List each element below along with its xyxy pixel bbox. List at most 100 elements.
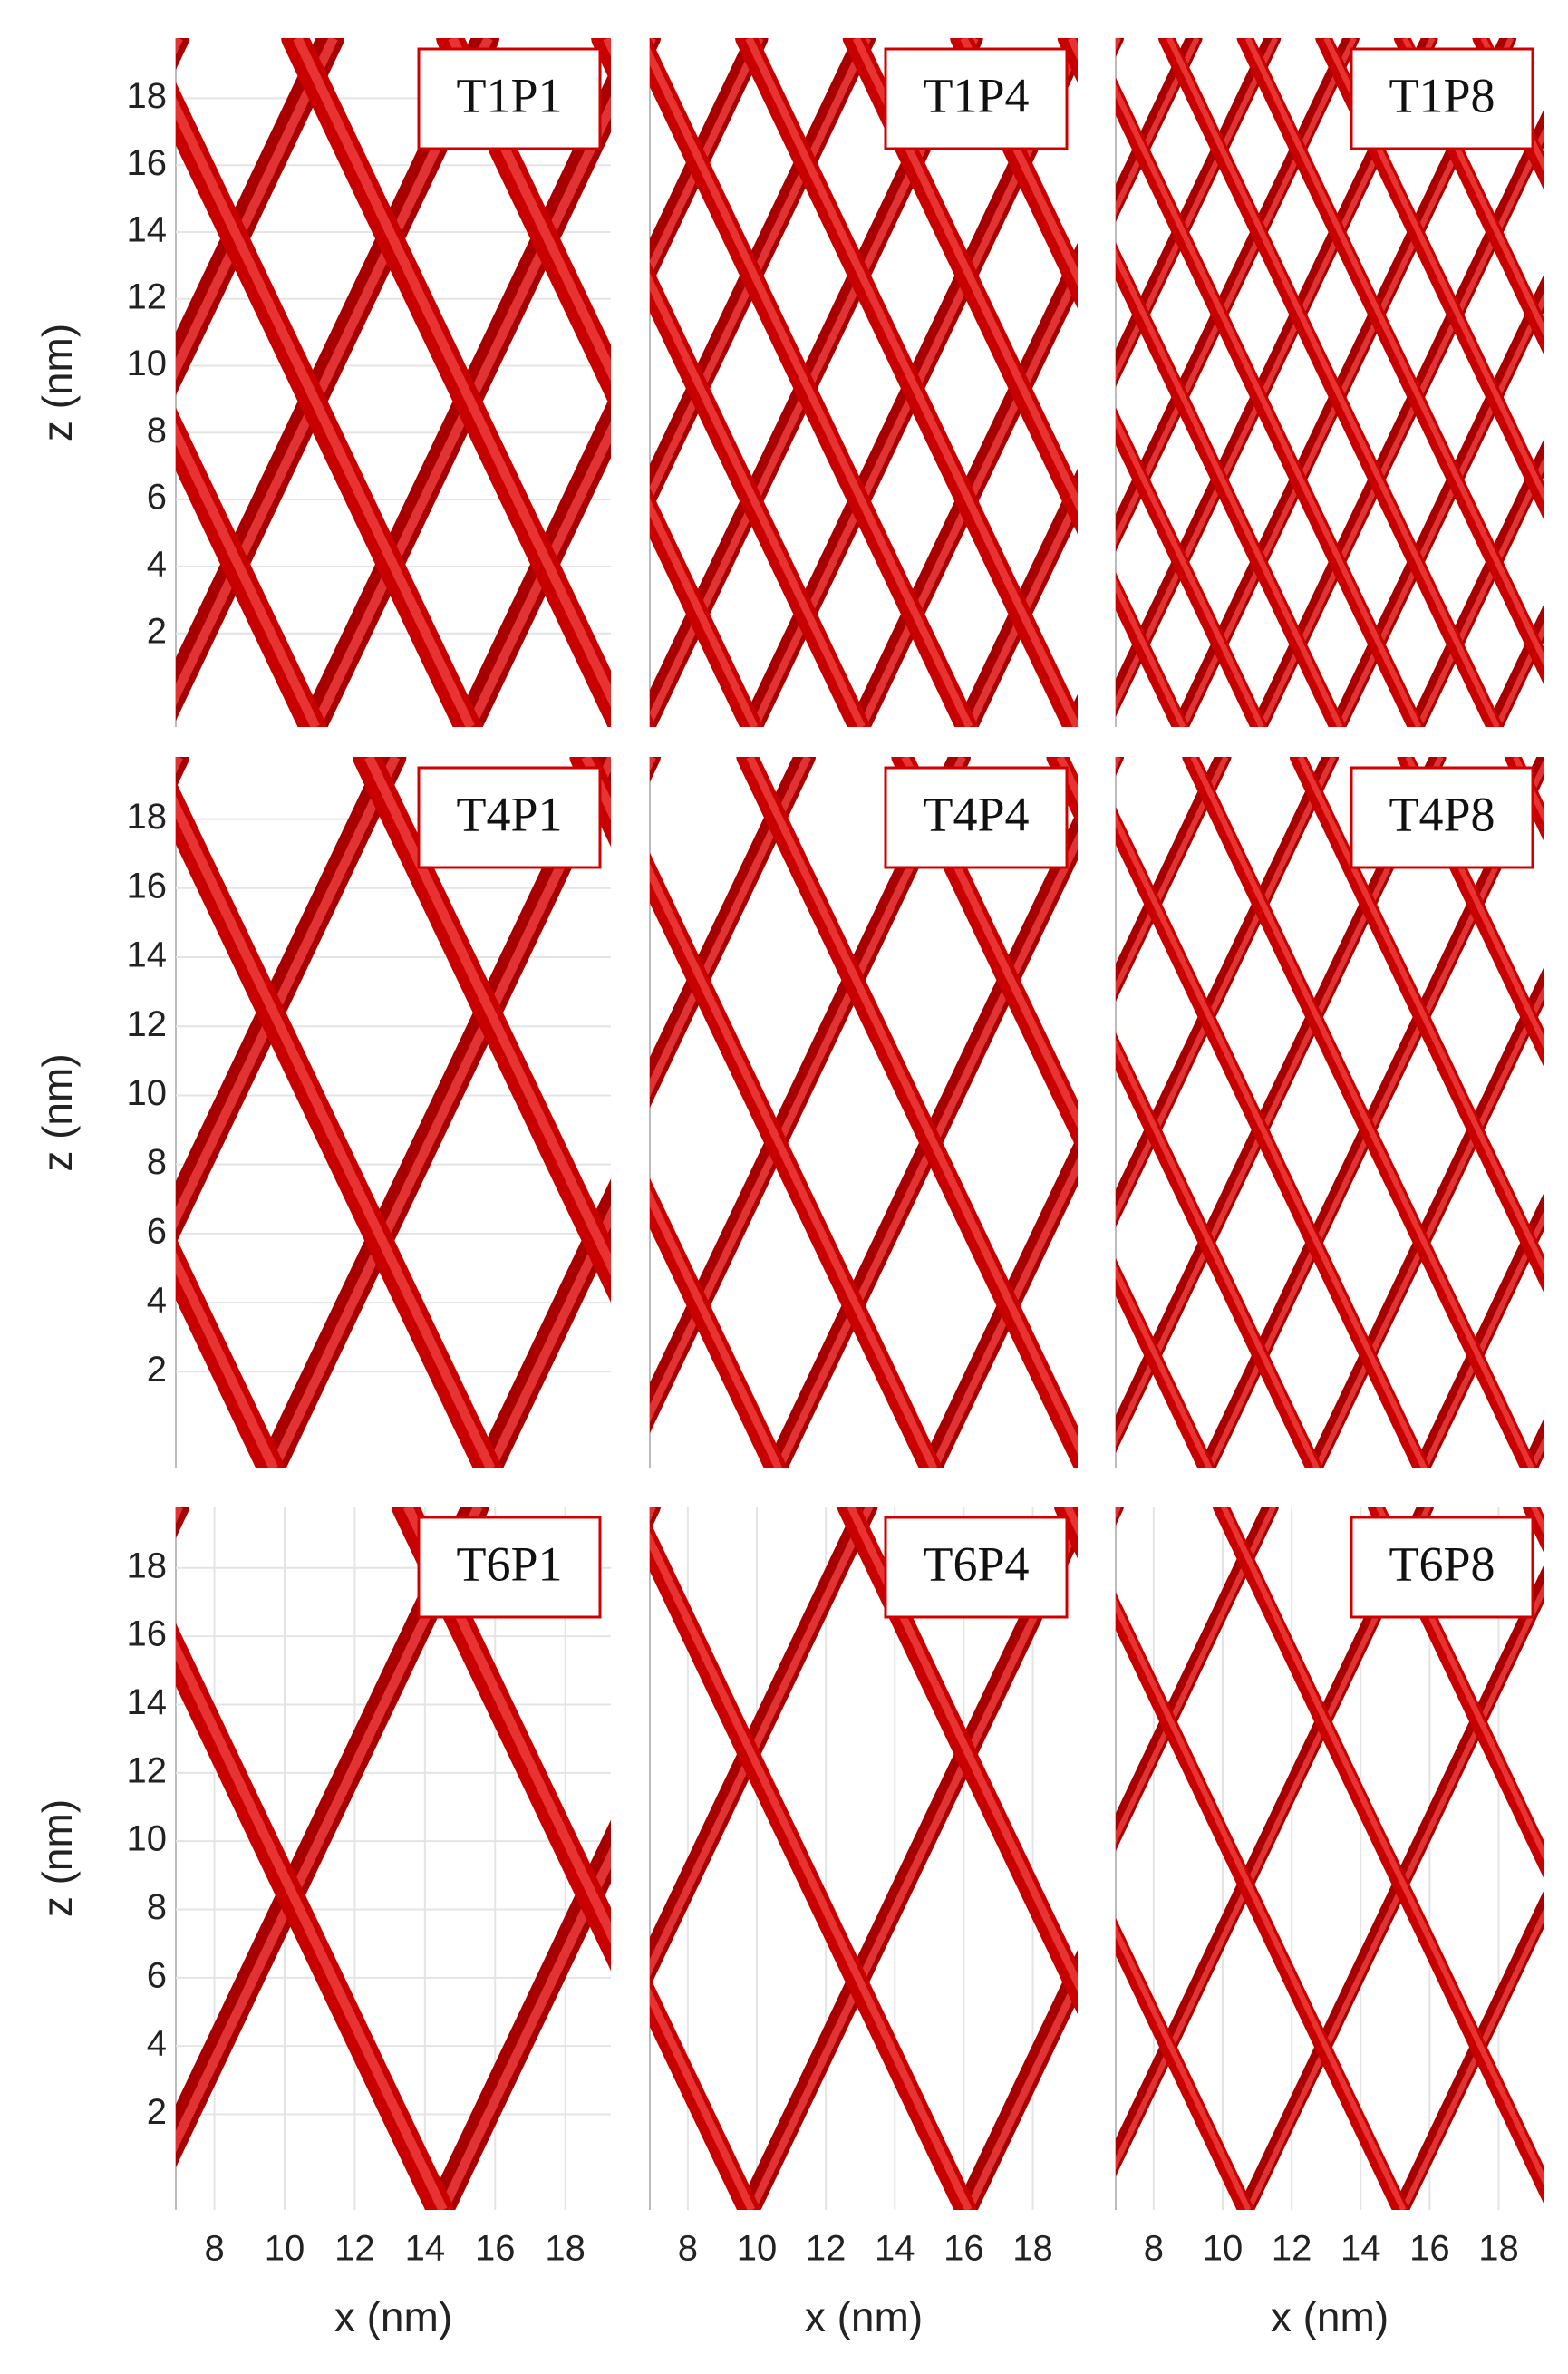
title-box [417,1516,602,1619]
strut-highlight [650,273,866,727]
title-box [417,47,602,150]
strut-highlight [176,422,320,727]
y-tick-label: 8 [147,1142,167,1182]
y-tick-label: 18 [127,76,168,116]
strut-highlight [1116,757,1229,995]
strut-highlight [650,1507,874,1977]
lattice [650,1507,1078,2210]
strut-highlight [1166,38,1500,727]
x-axis-label: x (nm) [805,2293,923,2340]
strut-highlight [269,757,611,1468]
strut [1551,757,1568,1468]
y-tick-label: 16 [127,866,168,906]
strut-highlight [176,38,338,381]
strut-highlight [1402,38,1544,336]
strut-highlight [1116,1507,1431,2170]
strut-highlight [650,1188,782,1468]
strut-highlight [1042,1507,1378,2210]
y-tick-label: 12 [127,1004,168,1044]
panel: 2 4 6 8 10 12 14 16 18 z (nm) T4P1 [34,757,611,1468]
strut-highlight [176,796,496,1468]
strut-highlight [1116,413,1264,727]
x-axis-label: x (nm) [334,2293,452,2340]
panel-title: T4P8 [1389,787,1495,841]
strut-highlight [1116,578,1186,727]
y-axis-label: z (nm) [34,324,81,441]
title-box [884,1516,1069,1619]
strut-highlight [1337,293,1544,727]
strut-highlight [650,38,764,279]
y-tick-label: 14 [127,935,168,975]
lattice [650,757,1568,1468]
x-tick-label: 16 [475,2229,516,2269]
strut-highlight [1116,248,1343,727]
x-tick-label: 8 [678,2229,698,2269]
strut-highlight [1116,1039,1320,1468]
title-box [1350,47,1534,150]
strut-highlight [650,1987,756,2210]
strut-highlight [775,831,1078,1468]
strut-highlight [438,1846,611,2210]
strut-highlight [1116,1924,1252,2210]
x-tick-label: 16 [1409,2229,1450,2269]
strut-highlight [1245,1584,1544,2210]
strut-highlight [1553,757,1568,1468]
panel: 8 10 12 14 16 18 x (nm) T6P8 [1115,1507,1544,2340]
panel: 2 4 6 8 10 12 14 16 18 z (nm) T1P1 [0,38,611,727]
strut-highlight [960,38,1078,286]
y-tick-label: 6 [147,1211,167,1251]
strut-highlight [293,38,611,708]
y-tick-label: 10 [127,344,168,383]
lattice [176,1507,1378,2210]
lattice [1116,1507,1544,2210]
x-tick-label: 18 [1478,2229,1519,2269]
strut-highlight [930,1157,1078,1468]
panel-title: T6P1 [456,1536,562,1591]
strut-highlight [1116,1265,1213,1468]
strut [591,38,611,83]
y-tick-label: 6 [147,1955,167,1995]
strut-highlight [748,1516,1078,2210]
panel: T1P4 [649,38,1078,727]
y-tick-label: 16 [127,1614,168,1654]
x-tick-label: 18 [1012,2229,1053,2269]
x-tick-label: 10 [265,2229,305,2269]
panel-title: T1P1 [456,68,562,122]
x-tick-label: 10 [737,2229,778,2269]
x-tick-label: 10 [1203,2229,1244,2269]
title-box [417,766,602,869]
y-tick-label: 14 [127,210,168,250]
panel-title: T4P1 [456,787,562,841]
title-box [1350,766,1534,869]
strut-highlight [1116,757,1336,1221]
y-tick-label: 18 [127,797,168,837]
y-tick-label: 14 [127,1682,168,1722]
strut-highlight [176,1507,483,2153]
strut-highlight [1405,757,1544,1049]
strut-highlight [486,1205,611,1468]
strut-highlight [176,97,475,727]
strut-highlight [852,38,1078,512]
panel-title: T1P4 [923,68,1029,122]
y-tick-label: 10 [127,1819,168,1859]
strut-highlight [1190,757,1534,1468]
strut-highlight [403,1507,611,1945]
strut-highlight [311,95,611,727]
lattice [650,38,1078,727]
y-tick-label: 12 [127,1750,168,1790]
strut-highlight [650,1531,973,2210]
strut-highlight [650,863,937,1468]
y-tick-label: 6 [147,478,167,518]
y-axis-label: z (nm) [34,1799,81,1917]
strut-highlight [1116,1507,1276,1845]
y-tick-label: 10 [127,1073,168,1113]
strut-highlight [901,757,1078,1129]
strut-highlight [1116,83,1422,727]
y-tick-label: 4 [147,2024,167,2064]
y-tick-label: 18 [127,1546,168,1585]
y-tick-label: 12 [127,276,168,316]
strut-highlight [448,38,611,383]
strut [0,38,3,727]
strut-highlight [745,38,1078,727]
